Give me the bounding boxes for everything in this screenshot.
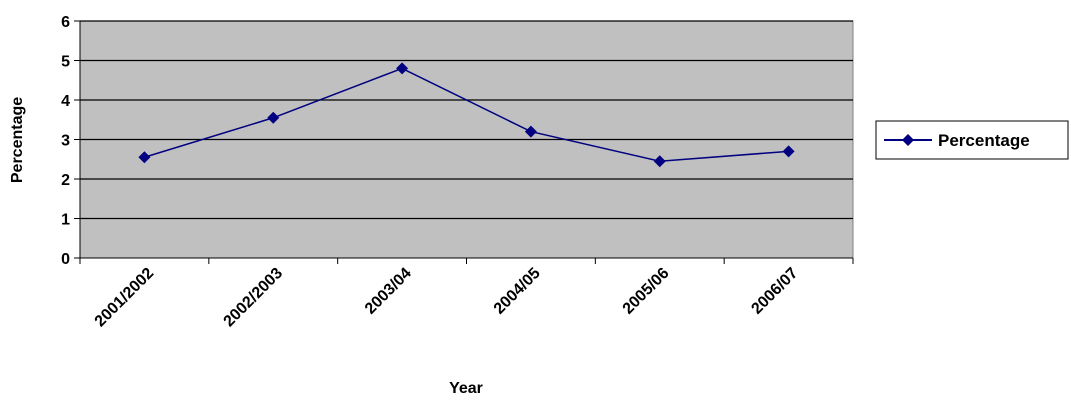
x-tick-label: 2003/04 (362, 265, 415, 318)
x-tick-label: 2005/06 (620, 265, 673, 318)
data-point-marker (782, 145, 795, 158)
legend-series-label: Percentage (938, 131, 1030, 150)
series-line (144, 67, 789, 162)
y-tick-label: 2 (61, 172, 70, 189)
y-tick-label: 3 (61, 133, 70, 150)
y-tick-label: 4 (61, 93, 70, 110)
x-tick-label: 2004/05 (491, 265, 544, 318)
data-point-marker (138, 151, 151, 164)
data-point-marker (267, 111, 280, 124)
x-tick-label: 2006/07 (748, 265, 801, 318)
y-tick-label: 6 (61, 14, 70, 31)
legend: Percentage (875, 120, 1069, 160)
series-layer (138, 62, 795, 168)
legend-series-marker (902, 134, 914, 146)
data-point-marker (396, 62, 409, 75)
x-axis-title: Year (449, 380, 483, 397)
gridlines (80, 20, 853, 220)
y-tick-label: 1 (61, 212, 70, 229)
x-tick-label: 2001/2002 (92, 265, 158, 331)
data-point-marker (524, 125, 537, 138)
x-tick-label: 2002/2003 (221, 265, 287, 331)
data-point-marker (653, 155, 666, 168)
x-axis-ticks: 2001/2002 2002/2003 2003/04 2004/05 2005/06 2… (79, 258, 854, 331)
y-tick-label: 5 (61, 54, 70, 71)
y-tick-label: 0 (61, 251, 70, 268)
y-axis-title: Percentage (9, 97, 26, 183)
